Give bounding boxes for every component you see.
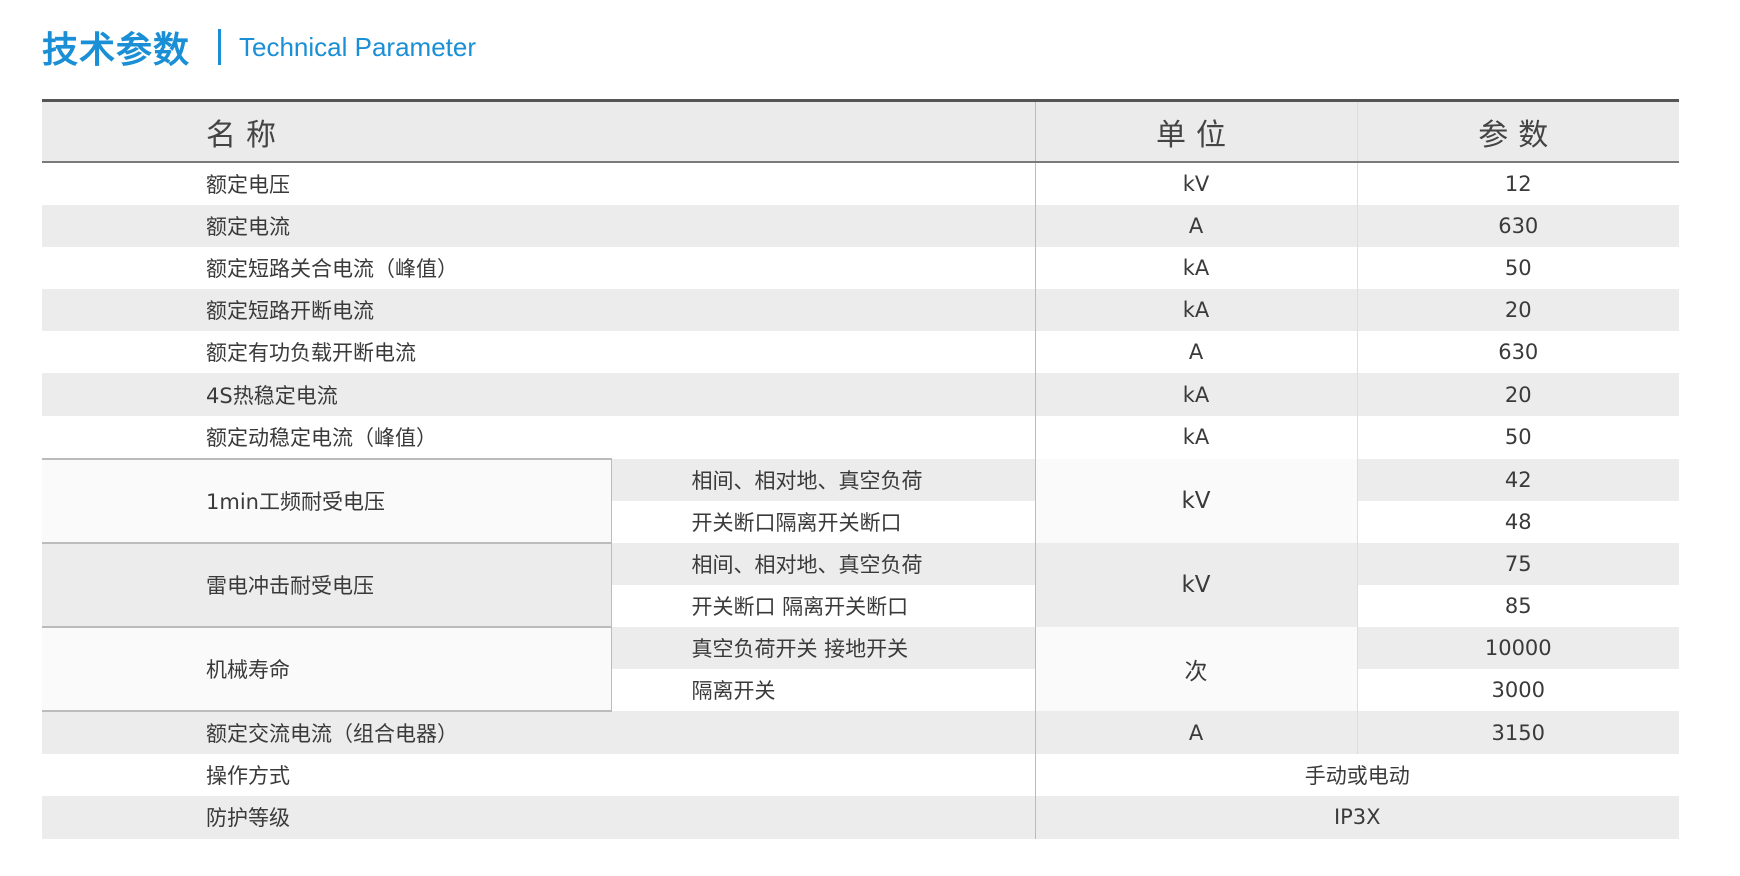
table-row: 额定有功负载开断电流 A 630 — [42, 331, 1679, 374]
table-row: 4S热稳定电流 kA 20 — [42, 373, 1679, 416]
param-name: 额定动稳定电流（峰值） — [206, 425, 437, 450]
group-sub-name: 隔离开关 — [691, 679, 776, 704]
group-unit: kV — [1034, 542, 1357, 628]
table-header: 名称 单位 参数 — [42, 99, 1679, 163]
param-value: 3150 — [1356, 711, 1679, 755]
param-value: 手动或电动 — [1034, 754, 1679, 797]
param-value: 85 — [1356, 584, 1679, 628]
table-row: 隔离开关 3000 — [42, 669, 1679, 712]
param-value: 75 — [1356, 542, 1679, 585]
param-value: 3000 — [1356, 669, 1679, 712]
table-row: 额定交流电流（组合电器） A 3150 — [42, 711, 1679, 755]
table-row: 额定动稳定电流（峰值） kA 50 — [42, 415, 1679, 459]
table-row: 操作方式 手动或电动 — [42, 754, 1679, 797]
param-value: 42 — [1356, 458, 1679, 501]
table-row: 雷电冲击耐受电压 相间、相对地、真空负荷 kV 75 — [42, 541, 1679, 629]
param-unit: kA — [1034, 415, 1357, 459]
param-unit: A — [1034, 205, 1357, 248]
param-value: 50 — [1356, 415, 1679, 459]
param-name: 防护等级 — [42, 796, 1035, 839]
group-name: 机械寿命 — [42, 626, 612, 713]
param-unit: kA — [1034, 247, 1357, 290]
group-name: 1min工频耐受电压 — [42, 457, 612, 544]
table-row: 机械寿命 真空负荷开关 接地开关次 10000 — [42, 626, 1679, 713]
title-divider — [218, 29, 222, 65]
group-sub-name: 相间、相对地、真空负荷 — [611, 458, 1035, 501]
group-sub-name: 开关断口 隔离开关断口 — [691, 594, 909, 619]
param-unit: kV — [1034, 162, 1357, 206]
param-name: 额定交流电流（组合电器） — [42, 711, 1035, 755]
parameter-table: 名称 单位 参数 额定电压 kV 12 额定电流 A 630 额定短路关合电流（峰值） kA 5… — [42, 99, 1679, 839]
param-unit: kA — [1034, 373, 1357, 416]
title-english: Technical Parameter — [239, 31, 477, 62]
param-name: 额定电流 — [42, 205, 1035, 248]
table-row: 额定短路关合电流（峰值） kA 50 — [42, 247, 1679, 290]
param-name: 额定电压 — [206, 173, 290, 198]
param-unit: A — [1034, 331, 1357, 374]
table-row: 额定电压 kV 12 — [42, 162, 1679, 206]
param-value: 630 — [1356, 205, 1679, 248]
table-row: 开关断口隔离开关断口 48 — [42, 500, 1679, 543]
param-value: 630 — [1356, 331, 1679, 374]
param-name: 4S热稳定电流 — [42, 373, 1035, 416]
group-unit: 次 — [1034, 627, 1357, 712]
table-row: 防护等级 IP3X — [42, 796, 1679, 839]
param-value: 10000 — [1356, 627, 1679, 670]
param-name: 操作方式 — [206, 764, 290, 789]
group-unit: kV — [1034, 458, 1357, 543]
param-unit: A — [1034, 711, 1357, 755]
section-title: 技术参数 Technical Parameter — [42, 22, 476, 72]
table-row: 1min工频耐受电压 相间、相对地、真空负荷 kV 42 — [42, 457, 1679, 544]
param-value: 12 — [1356, 162, 1679, 206]
table-row: 额定短路开断电流 kA 20 — [42, 289, 1679, 332]
table-row: 额定电流 A 630 — [42, 205, 1679, 248]
group-sub-name: 真空负荷开关 接地开关 — [611, 627, 1035, 670]
header-unit: 单位 — [1034, 99, 1357, 163]
param-value: 48 — [1356, 500, 1679, 543]
param-name: 额定有功负载开断电流 — [206, 341, 416, 366]
param-value: 50 — [1356, 247, 1679, 290]
param-name: 额定短路开断电流 — [42, 289, 1035, 332]
group-sub-name: 开关断口隔离开关断口 — [691, 510, 902, 535]
param-unit: kA — [1034, 289, 1357, 332]
param-name: 额定短路关合电流（峰值） — [206, 257, 458, 282]
header-name: 名称 — [42, 99, 1035, 163]
header-value: 参数 — [1356, 99, 1679, 163]
title-chinese: 技术参数 — [42, 30, 191, 71]
param-value: 20 — [1356, 289, 1679, 332]
group-name: 雷电冲击耐受电压 — [42, 541, 612, 629]
param-value: IP3X — [1034, 796, 1679, 839]
param-value: 20 — [1356, 373, 1679, 416]
table-row: 开关断口 隔离开关断口 85 — [42, 584, 1679, 628]
group-sub-name: 相间、相对地、真空负荷 — [611, 542, 1035, 585]
